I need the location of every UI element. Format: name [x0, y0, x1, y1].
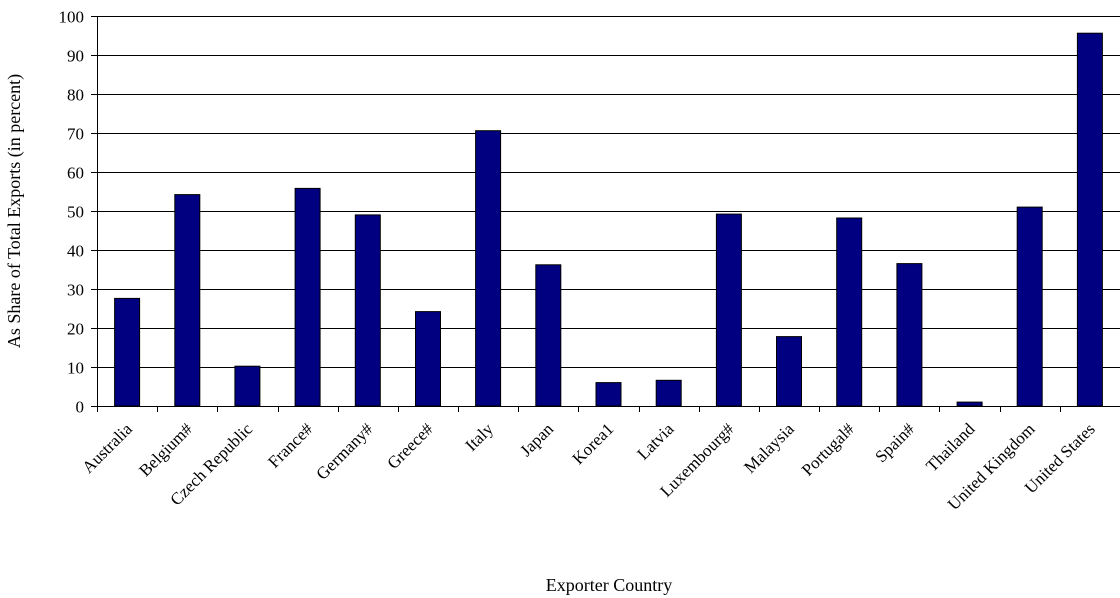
y-tick-label: 0: [76, 398, 85, 417]
y-tick-label: 70: [67, 125, 84, 144]
bar-luxembourg-: [715, 213, 742, 407]
x-tick-label: Korea1: [569, 419, 618, 468]
bar-czech-republic: [234, 365, 261, 407]
y-tick-label: 80: [67, 86, 84, 105]
x-tick-label: Portugal#: [798, 419, 859, 480]
bar-italy: [475, 130, 502, 407]
bar-belgium-: [174, 194, 201, 407]
bar-korea1: [595, 382, 622, 407]
bar-thailand: [956, 401, 983, 407]
bar-germany-: [354, 214, 381, 407]
y-tick-label: 100: [59, 8, 85, 27]
bar-latvia: [655, 379, 682, 407]
x-tick-label: Malaysia: [740, 419, 798, 477]
axes: [91, 16, 1120, 412]
y-tick-label: 20: [67, 320, 84, 339]
x-tick-label: Belgium#: [135, 419, 196, 480]
bar-france-: [294, 187, 321, 407]
x-tick-label: Spain#: [871, 419, 918, 466]
bar-malaysia: [776, 336, 802, 407]
x-tick-label: Thailand: [922, 419, 979, 476]
y-tick-label: 10: [67, 359, 84, 378]
x-tick-label: Latvia: [633, 419, 677, 463]
bars: [114, 32, 1103, 407]
y-tick-label: 60: [67, 164, 84, 183]
x-tick-label: Germany#: [312, 419, 377, 484]
bar-australia: [114, 297, 141, 407]
bar-united-states: [1076, 32, 1103, 407]
y-tick-label: 90: [67, 47, 84, 66]
x-tick-label: Italy: [461, 419, 497, 455]
x-tick-label: France#: [264, 419, 317, 472]
bar-japan: [535, 264, 562, 407]
bar-spain-: [896, 263, 923, 407]
x-tick-label: Greece#: [383, 419, 437, 473]
y-tick-label: 40: [67, 242, 84, 261]
y-axis-title: As Share of Total Exports (in percent): [4, 74, 25, 348]
y-tick-label: 50: [67, 203, 84, 222]
bar-portugal-: [836, 217, 863, 407]
y-tick-label: 30: [67, 281, 84, 300]
bar-united-kingdom: [1016, 206, 1043, 407]
gridlines: [97, 16, 1120, 368]
x-tick-label: Australia: [78, 419, 136, 477]
bar-greece-: [415, 311, 441, 407]
x-tick-label: Japan: [516, 419, 557, 460]
x-axis-title: Exporter Country: [546, 575, 672, 595]
